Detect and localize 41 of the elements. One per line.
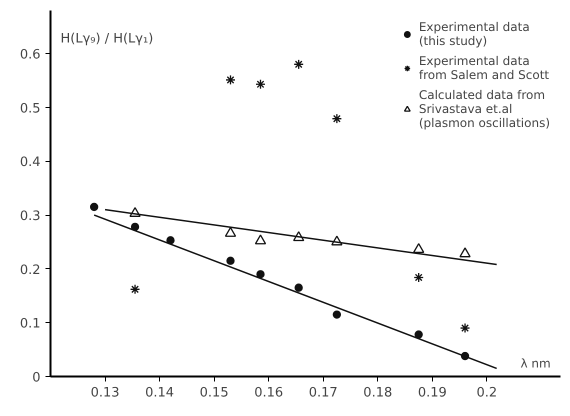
legend-label: Experimental data (this study) <box>418 20 530 48</box>
point <box>413 243 424 254</box>
point <box>256 270 265 278</box>
point <box>224 226 236 237</box>
point <box>459 247 471 258</box>
x-axis-title: λ nm <box>520 356 551 370</box>
point <box>129 206 141 217</box>
legend-label: Calculated data from Srivastava et.al (plasmon oscillations) <box>418 88 550 130</box>
point <box>255 79 266 90</box>
x-tick-label: 0.17 <box>308 386 338 400</box>
y-tick-label: 0.1 <box>20 316 41 332</box>
y-tick-label: 0 <box>32 370 41 386</box>
point <box>225 74 236 86</box>
point <box>90 202 98 212</box>
x-tick-label: 0.18 <box>363 386 392 400</box>
x-tick-label: 0.16 <box>254 386 284 400</box>
point <box>293 231 304 242</box>
point <box>294 284 303 292</box>
point <box>254 234 266 244</box>
point <box>166 236 175 244</box>
y-tick-label: 0.3 <box>20 209 41 224</box>
point <box>294 59 304 70</box>
point <box>332 114 342 124</box>
point <box>414 272 424 283</box>
x-tick-label: 0.14 <box>145 386 174 400</box>
x-tick-label: 0.19 <box>418 386 447 400</box>
x-tick-label: 0.13 <box>90 386 120 400</box>
point <box>331 236 343 246</box>
point <box>332 310 342 319</box>
x-tick-label: 0.2 <box>476 386 498 400</box>
y-axis-title: H(Lγ₉) / H(Lγ₁) <box>60 32 154 46</box>
x-tick-label: 0.15 <box>200 386 229 400</box>
y-tick-label: 0.5 <box>20 101 41 116</box>
point <box>414 330 423 339</box>
point <box>226 256 235 265</box>
point <box>130 284 140 294</box>
y-tick-label: 0.6 <box>20 48 41 63</box>
y-tick-label: 0.2 <box>20 262 41 278</box>
point <box>460 322 470 334</box>
legend-label: Experimental data from Salem and Scott <box>418 54 550 82</box>
y-tick-label: 0.4 <box>20 155 41 170</box>
